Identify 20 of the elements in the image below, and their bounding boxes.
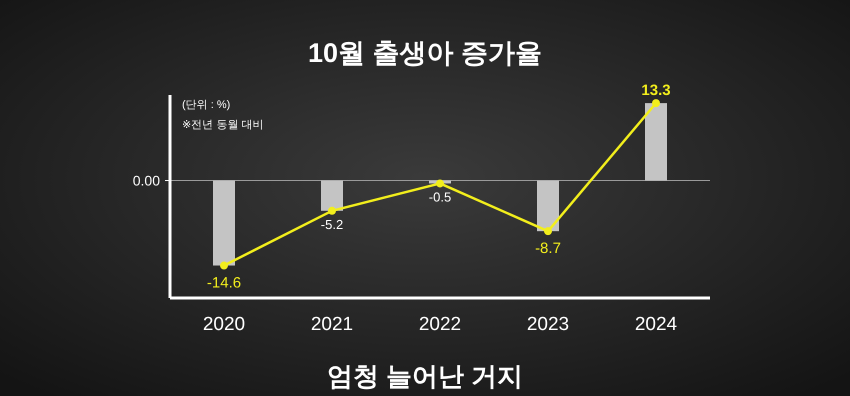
point xyxy=(436,179,444,188)
x-tick-label: 2020 xyxy=(202,314,246,335)
x-tick-label: 2024 xyxy=(634,314,678,335)
data-label: -0.5 xyxy=(428,189,452,204)
data-label: -14.6 xyxy=(206,274,242,292)
data-label: -5.2 xyxy=(320,216,344,232)
data-label: 13.3 xyxy=(641,82,671,100)
x-tick-label: 2021 xyxy=(310,314,354,335)
text: 0.00 xyxy=(132,172,160,189)
annotation: (단위 : %) xyxy=(182,99,230,111)
x-tick-label: 2023 xyxy=(526,314,570,335)
x-tick-label: 2022 xyxy=(418,314,462,335)
annotation: ※전년 동월 대비 xyxy=(182,119,264,131)
point xyxy=(544,227,552,236)
point xyxy=(220,262,228,270)
data-label: -8.7 xyxy=(535,240,561,258)
text: 엄청 늘어난 거지 xyxy=(326,361,524,391)
chart-title: 10월 출생아 증가율 xyxy=(308,38,542,68)
point xyxy=(652,99,660,108)
point xyxy=(328,206,336,215)
